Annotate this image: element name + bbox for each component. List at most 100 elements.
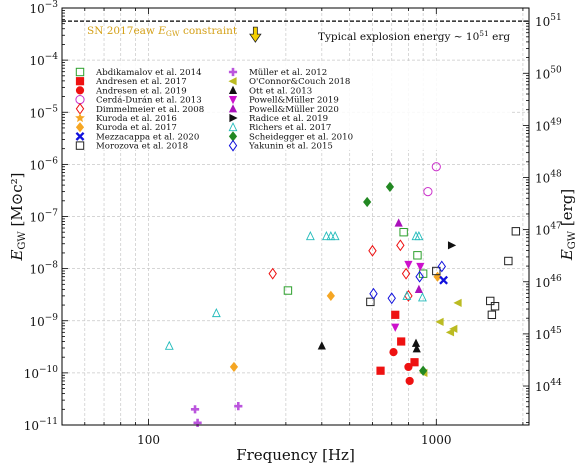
- data-point: [368, 244, 377, 257]
- data-point: [486, 296, 495, 306]
- data-point: [435, 317, 444, 327]
- legend-label: Kuroda et al. 2016: [96, 114, 177, 124]
- data-point: [164, 340, 174, 350]
- data-point: [447, 241, 457, 250]
- data-point: [385, 181, 395, 192]
- y-tick-label: 10−3: [29, 0, 58, 16]
- legend-label: Mezzacappa et al. 2020: [96, 132, 199, 142]
- legend-label: Richers et al. 2017: [249, 123, 331, 133]
- legend-label: Yakunin et al. 2015: [248, 142, 333, 152]
- data-point: [391, 310, 400, 319]
- legend-label: Powell&Müller 2020: [249, 105, 339, 115]
- y-axis-label-text: EGW [M⊙c²]: [8, 172, 28, 261]
- legend-label: Ott et al. 2013: [249, 86, 312, 96]
- axis-ticks: 100 1000 10−11 10−10 10−9 10−8 10−7 10−6 10−5 10−…: [8, 0, 578, 464]
- data-point: [487, 310, 497, 320]
- data-point: [376, 366, 385, 375]
- y-tick-label: 10−10: [24, 365, 59, 381]
- data-point: [433, 271, 442, 282]
- data-point: [391, 323, 400, 332]
- data-point: [490, 302, 500, 311]
- data-point: [396, 239, 405, 252]
- data-point: [211, 308, 221, 318]
- data-point: [423, 187, 433, 197]
- y2-axis-label-text: EGW [erg]: [558, 189, 578, 261]
- data-point: [504, 256, 513, 266]
- data-markers: [164, 162, 521, 427]
- y2-tick-label: 1047: [535, 222, 562, 238]
- data-point: [410, 358, 419, 367]
- data-point: [416, 262, 425, 272]
- legend-marker: [228, 67, 238, 77]
- legend-box: [70, 62, 512, 150]
- data-point: [401, 267, 411, 280]
- y-tick-label: 10−6: [29, 156, 58, 172]
- legend-marker: [228, 85, 238, 94]
- legend-label: Morozova et al. 2018: [96, 142, 188, 152]
- y2-tick-label: 1044: [535, 378, 562, 394]
- data-point: [305, 231, 315, 241]
- data-point: [326, 231, 336, 241]
- data-point: [389, 348, 398, 357]
- legend-marker: [228, 122, 238, 132]
- data-point: [413, 251, 422, 260]
- legend-marker: [228, 139, 238, 152]
- data-point: [402, 290, 412, 300]
- data-point: [326, 290, 335, 301]
- y2-tick-label: 1045: [535, 326, 562, 342]
- data-point: [439, 275, 448, 285]
- constraint-label: SN 2017eaw EGW constraint: [87, 25, 238, 38]
- data-point: [437, 260, 447, 273]
- legend-marker: [228, 104, 238, 113]
- legend-label: Müller et al. 2012: [249, 68, 327, 78]
- data-point: [317, 341, 326, 350]
- y-tick-label: 10−7: [29, 209, 58, 225]
- data-point: [511, 227, 521, 236]
- legend-label: Dimmelmeier et al. 2008: [96, 105, 204, 115]
- legend-marker: [75, 122, 85, 133]
- data-point: [399, 227, 408, 237]
- data-point: [394, 218, 403, 227]
- data-point: [404, 260, 413, 270]
- data-point: [453, 298, 462, 308]
- constraint-arrow: [249, 26, 262, 43]
- y-axis-label: EGW [M⊙c²]: [8, 172, 28, 261]
- y2-axis-label: EGW [erg]: [558, 189, 578, 261]
- data-point: [412, 344, 421, 353]
- data-point: [330, 231, 340, 241]
- data-point: [229, 361, 239, 373]
- legend-label: Scheidegger et al. 2010: [249, 132, 353, 142]
- y-tick-label: 10−9: [29, 313, 58, 329]
- legend-label: Radice et al. 2019: [249, 114, 328, 124]
- data-point: [193, 418, 202, 427]
- legend-marker: [228, 96, 238, 105]
- data-point: [414, 284, 423, 293]
- data-point: [419, 365, 428, 376]
- data-point: [190, 405, 200, 414]
- legend-marker: [75, 67, 85, 77]
- legend-label: Cerdá-Durán et al. 2013: [96, 95, 202, 106]
- data-point: [405, 376, 414, 386]
- y-tick-label: 10−4: [29, 52, 58, 68]
- y2-tick-label: 1048: [535, 170, 562, 186]
- overlays: SN 2017eaw EGW constraint Typical explosi…: [62, 20, 529, 43]
- x-tick-label: 100: [137, 433, 160, 447]
- legend-marker: [228, 131, 238, 142]
- x-axis-label: Frequency [Hz]: [236, 446, 355, 464]
- data-point: [411, 338, 421, 347]
- data-point: [369, 287, 378, 300]
- data-point: [414, 231, 424, 241]
- y2-tick-label: 1050: [535, 65, 562, 81]
- legend-label: O'Connor&Couch 2018: [249, 77, 350, 87]
- legend-label: Abdikamalov et al. 2014: [95, 68, 202, 78]
- y2-tick-label: 1051: [535, 13, 562, 29]
- y-tick-label: 10−11: [24, 417, 58, 433]
- data-point: [397, 337, 406, 346]
- legend-marker: [229, 113, 238, 123]
- legend-label: Andresen et al. 2017: [95, 77, 187, 87]
- data-point: [283, 286, 293, 295]
- explosion-energy-label: Typical explosion energy ∼ 1051 erg: [318, 29, 510, 43]
- y-tick-label: 10−8: [29, 261, 58, 277]
- data-point: [415, 270, 424, 283]
